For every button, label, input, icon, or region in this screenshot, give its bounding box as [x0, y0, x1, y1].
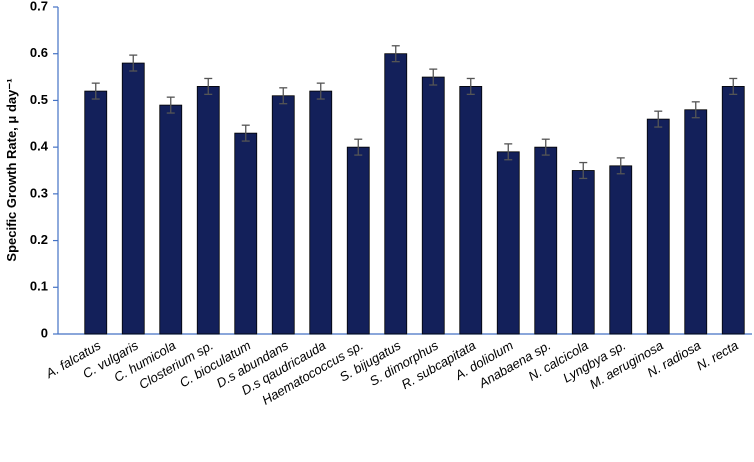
y-tick-label: 0.2	[30, 232, 48, 247]
bar	[196, 86, 220, 335]
y-tick-label: 0.1	[30, 279, 48, 294]
error-bar	[616, 157, 625, 175]
error-bar	[91, 82, 100, 100]
error-bar	[691, 101, 700, 119]
error-bar	[654, 110, 663, 128]
error-bar	[504, 143, 513, 161]
bar	[459, 86, 483, 335]
bar	[571, 170, 595, 335]
bar	[646, 118, 670, 335]
error-bar	[316, 82, 325, 100]
bar	[421, 76, 445, 335]
error-bar	[204, 77, 213, 96]
bar	[496, 151, 520, 335]
bar	[534, 146, 558, 335]
error-bar	[129, 54, 138, 72]
error-bar	[391, 45, 400, 63]
bar	[159, 104, 183, 335]
bar	[684, 109, 708, 335]
bar	[609, 165, 633, 335]
bar	[384, 53, 408, 335]
y-axis-label: Specific Growth Rate, μ day⁻¹	[4, 78, 19, 261]
y-tick-label: 0.6	[30, 45, 48, 60]
bar	[234, 132, 258, 335]
x-tick-label: N. recta	[694, 338, 741, 374]
error-bar	[429, 68, 438, 86]
error-bar	[241, 124, 250, 142]
error-bar	[354, 138, 363, 156]
y-tick-label: 0.5	[30, 92, 48, 107]
bar	[346, 146, 370, 335]
y-tick-label: 0.3	[30, 185, 48, 200]
error-bar	[579, 161, 588, 180]
y-tick-label: 0	[41, 325, 48, 340]
error-bar	[279, 87, 288, 105]
error-bar	[729, 77, 738, 96]
bar	[721, 86, 745, 335]
y-tick-label: 0.7	[30, 0, 48, 13]
bar	[84, 90, 108, 335]
bar	[121, 62, 145, 335]
y-tick-label: 0.4	[30, 139, 49, 154]
error-bar	[541, 138, 550, 156]
bar	[309, 90, 333, 335]
error-bar	[466, 77, 475, 96]
bar	[271, 95, 295, 335]
error-bar	[166, 96, 175, 114]
